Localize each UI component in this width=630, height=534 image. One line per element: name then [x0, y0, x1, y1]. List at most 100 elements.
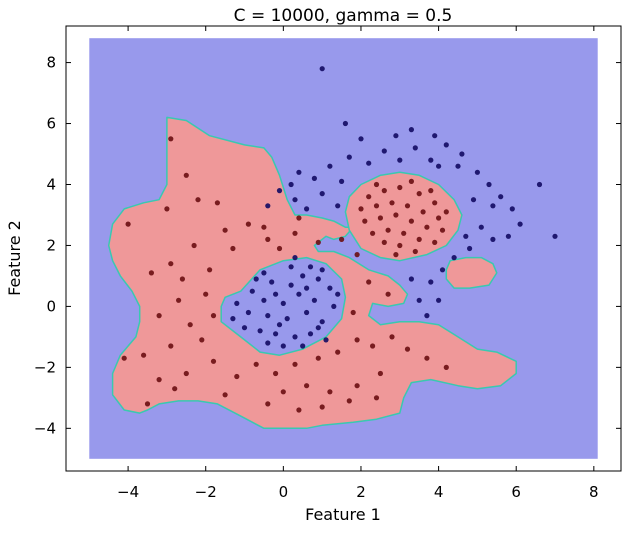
- data-point-class-0: [463, 233, 469, 239]
- data-point-class-1: [408, 178, 414, 184]
- data-point-class-0: [288, 282, 294, 288]
- data-point-class-0: [288, 181, 294, 188]
- data-point-class-1: [354, 337, 360, 343]
- data-point-class-0: [234, 300, 240, 306]
- data-point-class-1: [187, 322, 193, 328]
- data-point-class-0: [459, 151, 465, 157]
- data-point-class-0: [311, 175, 317, 181]
- data-point-class-0: [276, 188, 283, 194]
- y-tick-label: 2: [46, 236, 56, 254]
- x-tick-label: 6: [511, 483, 521, 501]
- data-point-class-0: [416, 297, 422, 303]
- data-point-class-1: [203, 291, 209, 297]
- data-point-class-0: [439, 267, 446, 273]
- data-point-class-1: [141, 352, 147, 358]
- data-point-class-0: [443, 142, 449, 148]
- data-point-class-1: [389, 200, 395, 206]
- data-point-class-1: [292, 230, 298, 236]
- data-point-class-0: [490, 203, 496, 209]
- data-point-class-0: [467, 245, 473, 252]
- data-point-class-0: [331, 303, 337, 309]
- data-point-class-0: [509, 206, 515, 212]
- data-point-class-0: [536, 181, 543, 188]
- data-point-class-1: [245, 221, 251, 227]
- data-point-class-0: [296, 169, 302, 175]
- data-point-class-1: [393, 252, 399, 258]
- data-point-class-1: [222, 392, 228, 398]
- data-point-class-0: [261, 297, 267, 303]
- x-tick-label: 4: [434, 483, 444, 501]
- data-point-class-0: [319, 319, 325, 325]
- data-point-class-0: [397, 157, 403, 163]
- data-point-class-1: [412, 248, 418, 255]
- data-point-class-1: [373, 203, 380, 209]
- data-point-class-0: [346, 154, 352, 160]
- data-point-class-1: [172, 386, 178, 392]
- data-point-class-0: [451, 255, 457, 261]
- data-point-class-1: [222, 227, 228, 233]
- data-point-class-0: [335, 291, 341, 297]
- data-point-class-1: [432, 239, 438, 245]
- data-point-class-1: [381, 188, 387, 194]
- data-point-class-0: [474, 169, 480, 175]
- data-point-class-1: [164, 206, 170, 212]
- data-point-class-1: [424, 355, 430, 361]
- data-point-class-1: [183, 370, 189, 377]
- data-point-class-0: [327, 163, 333, 169]
- data-point-class-0: [296, 291, 302, 297]
- data-point-class-0: [486, 181, 492, 188]
- data-point-class-0: [455, 163, 461, 169]
- data-point-class-1: [125, 221, 131, 227]
- data-point-class-0: [319, 267, 325, 273]
- data-point-class-0: [245, 309, 251, 316]
- data-point-class-1: [156, 313, 162, 319]
- data-point-class-1: [265, 236, 271, 242]
- data-point-class-0: [300, 343, 306, 349]
- y-axis-label: Feature 2: [5, 220, 24, 296]
- data-point-class-1: [339, 236, 345, 242]
- data-point-class-1: [335, 349, 341, 355]
- data-point-class-0: [342, 120, 348, 127]
- plot-area: [89, 38, 598, 459]
- data-point-class-1: [439, 227, 446, 233]
- x-tick-label: −4: [117, 483, 139, 501]
- data-point-class-0: [276, 322, 283, 328]
- data-point-class-0: [230, 316, 236, 322]
- data-point-class-0: [498, 194, 504, 200]
- x-axis-label: Feature 1: [305, 505, 381, 524]
- data-point-class-0: [470, 197, 477, 203]
- data-point-class-1: [168, 261, 174, 267]
- data-point-class-1: [195, 197, 201, 203]
- data-point-class-0: [393, 133, 399, 139]
- y-tick-label: −2: [34, 358, 56, 376]
- data-point-class-1: [377, 215, 383, 221]
- data-point-class-1: [144, 401, 151, 407]
- data-point-class-1: [385, 291, 391, 297]
- data-point-class-1: [389, 334, 395, 340]
- data-point-class-1: [428, 188, 434, 194]
- data-point-class-1: [408, 218, 414, 224]
- data-point-class-0: [358, 136, 364, 142]
- data-point-class-1: [358, 206, 364, 212]
- data-point-class-1: [315, 355, 321, 361]
- data-point-class-1: [373, 395, 380, 401]
- data-point-class-0: [241, 325, 248, 331]
- data-point-class-1: [424, 224, 430, 230]
- data-point-class-1: [319, 404, 325, 410]
- data-point-class-0: [304, 206, 310, 212]
- y-axis: −4 −2 0 2 4 6 8: [34, 54, 621, 437]
- data-point-class-1: [179, 276, 185, 282]
- data-point-class-1: [354, 383, 360, 389]
- data-point-class-1: [366, 279, 372, 285]
- y-tick-label: 4: [46, 175, 56, 193]
- data-point-class-1: [443, 364, 449, 370]
- x-tick-label: 8: [589, 483, 599, 501]
- data-point-class-1: [385, 227, 391, 233]
- data-point-class-1: [296, 407, 302, 413]
- data-point-class-0: [307, 331, 314, 337]
- data-point-class-0: [428, 157, 434, 163]
- chart-title: C = 10000, gamma = 0.5: [234, 6, 453, 26]
- data-point-class-0: [381, 148, 387, 154]
- data-point-class-0: [273, 291, 279, 297]
- data-point-class-1: [315, 239, 321, 245]
